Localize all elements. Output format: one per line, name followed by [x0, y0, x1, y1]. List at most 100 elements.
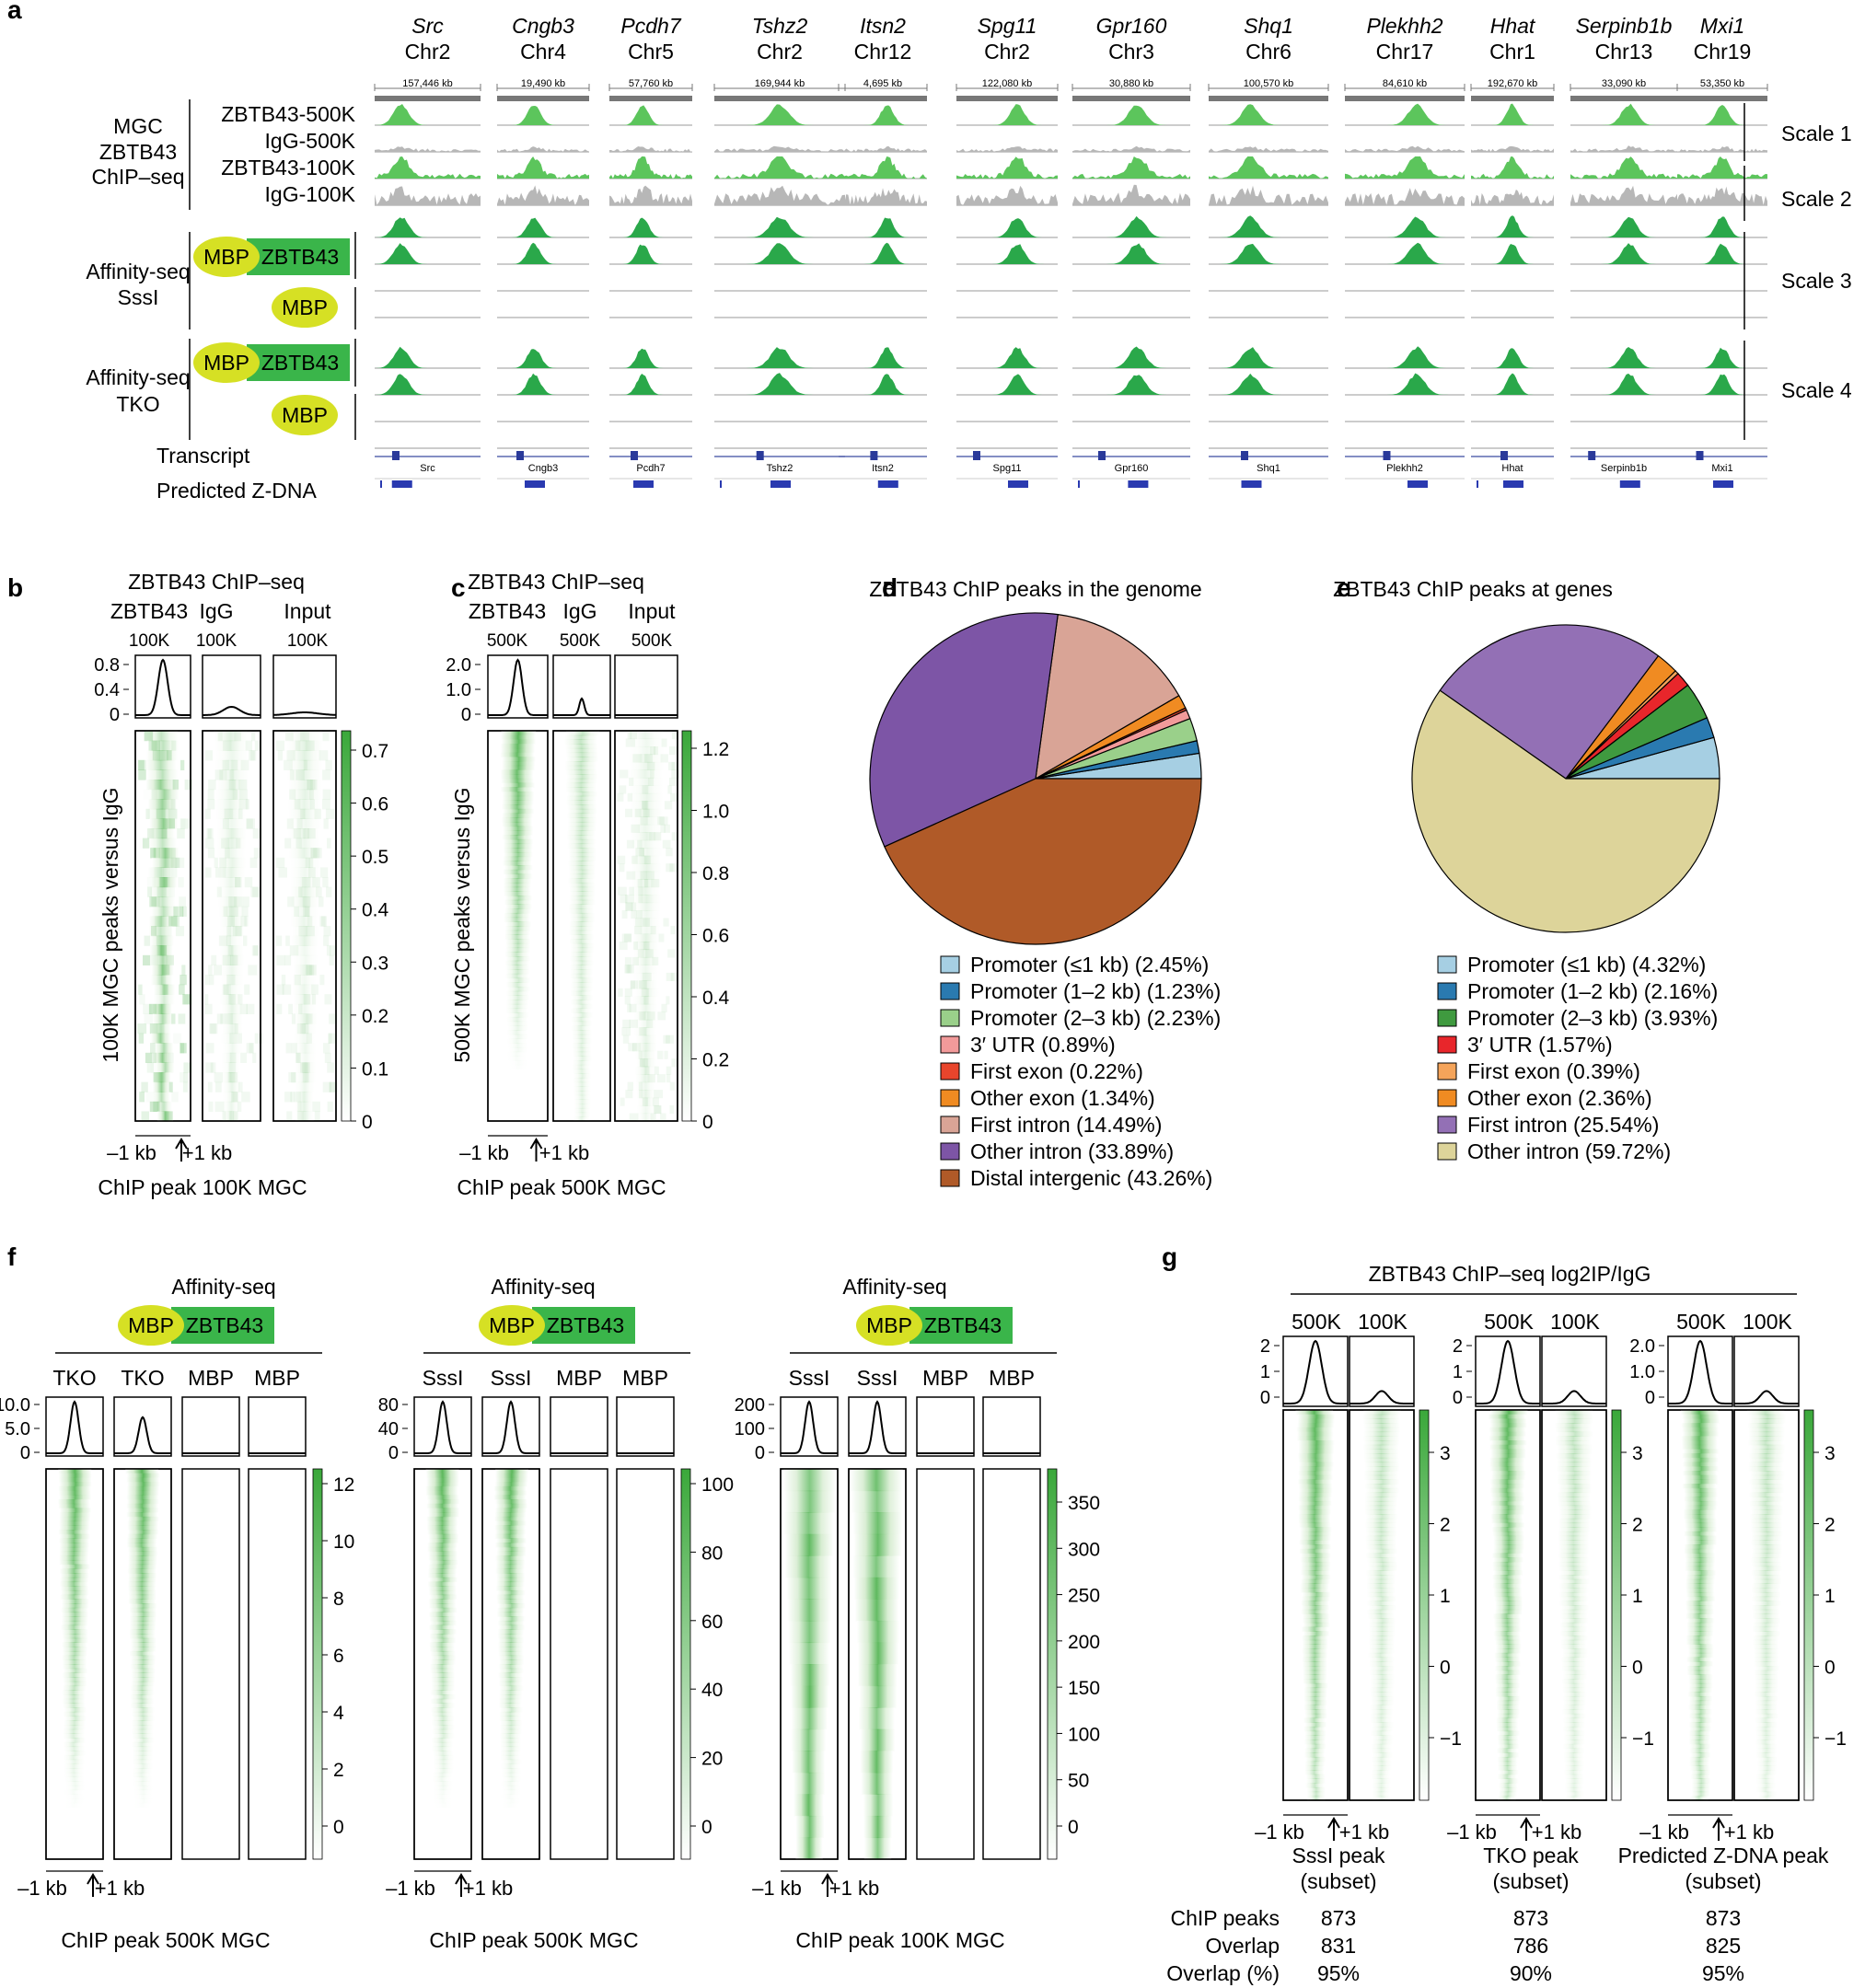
heatmap-noise	[300, 1062, 308, 1073]
heatmap-row	[1684, 1548, 1715, 1555]
heatmap-row	[496, 1546, 527, 1553]
heatmap-noise	[307, 828, 316, 839]
ideogram-bar	[1570, 96, 1677, 101]
heatmap-noise	[226, 1013, 233, 1024]
heatmap-row	[59, 1538, 89, 1543]
heatmap-row	[496, 1581, 525, 1587]
heatmap-row	[127, 1520, 158, 1526]
heatmap-row	[1364, 1522, 1397, 1528]
heatmap-noise	[178, 1013, 186, 1024]
heatmap-row	[568, 861, 596, 866]
heatmap-row	[132, 1716, 155, 1721]
heatmap-row	[1682, 1462, 1718, 1467]
heatmap-row	[1366, 1575, 1396, 1580]
heatmap-noise	[137, 759, 146, 770]
heatmap-row	[214, 740, 249, 751]
heatmap-row	[126, 1538, 157, 1543]
heatmap-noise	[286, 750, 295, 761]
heatmap-row	[432, 1716, 455, 1721]
heatmap-row	[1303, 1666, 1327, 1671]
signal-track	[839, 242, 927, 264]
heatmap-row	[498, 1650, 524, 1657]
heatmap-row	[567, 826, 597, 831]
heatmap-noise	[204, 975, 210, 986]
heatmap-noise	[236, 838, 241, 849]
heatmap-row	[632, 918, 660, 927]
heatmap-row	[1562, 1674, 1588, 1680]
transcript-label: Hhat	[1501, 463, 1523, 474]
heatmap-row	[1306, 1791, 1326, 1797]
heatmap-noise	[305, 740, 315, 751]
heatmap-row	[632, 956, 659, 965]
heatmap-row	[1751, 1535, 1783, 1541]
heatmap-row	[1563, 1756, 1584, 1763]
heatmap-row	[1689, 1748, 1710, 1753]
heatmap-row	[1497, 1709, 1520, 1715]
heatmap-row	[572, 1064, 591, 1070]
profile-c-input-frame	[614, 654, 678, 719]
heatmap-noise	[244, 916, 249, 927]
panel-f-colorbar-tick-label: 8	[333, 1589, 344, 1610]
heatmap-row	[1369, 1661, 1395, 1667]
heatmap-row	[1749, 1457, 1785, 1463]
heatmap-noise	[222, 984, 231, 995]
heatmap-row	[1754, 1670, 1778, 1675]
panel-f-heatmap-frame	[616, 1468, 675, 1860]
heatmap-noise	[625, 738, 631, 747]
heatmap-row	[495, 1520, 527, 1526]
heatmap-noise	[656, 1074, 666, 1083]
heatmap-row	[1561, 1666, 1586, 1671]
heatmap-row	[1685, 1566, 1715, 1571]
heatmap-row	[1564, 1765, 1584, 1771]
heatmap-noise	[653, 1105, 662, 1115]
heatmap-row	[60, 1508, 92, 1513]
heatmap-row	[288, 808, 321, 819]
heatmap-row	[1686, 1609, 1714, 1614]
heatmap-row	[508, 1046, 529, 1053]
heatmap-noise	[148, 740, 157, 751]
signal-track	[1345, 103, 1465, 125]
heatmap-row	[1304, 1770, 1325, 1775]
heatmap-row	[151, 1033, 170, 1044]
panel-g-profile-500k-curve	[1668, 1339, 1732, 1404]
heatmap-row	[1370, 1682, 1395, 1689]
heatmap-row	[1370, 1687, 1394, 1693]
heatmap-row	[1302, 1652, 1328, 1659]
heatmap-row	[494, 1525, 526, 1531]
heatmap-row	[1369, 1657, 1395, 1662]
heatmap-noise	[151, 740, 160, 751]
pie-e-legend-label: Promoter (1–2 kb) (2.16%)	[1467, 979, 1718, 1003]
heatmap-noise	[329, 954, 334, 965]
heatmap-row	[61, 1607, 88, 1613]
heatmap-row	[295, 1043, 317, 1054]
heatmap-row	[505, 956, 530, 962]
heatmap-noise	[312, 877, 320, 888]
signal-track	[1471, 145, 1554, 152]
heatmap-noise	[183, 1062, 192, 1073]
heatmap-row	[295, 1081, 315, 1092]
heatmap-row	[1303, 1674, 1327, 1680]
zdna-block	[1078, 480, 1080, 488]
heatmap-row	[64, 1768, 84, 1774]
panel-g-colorbar-tick-label: 1	[1440, 1586, 1451, 1607]
heatmap-row	[504, 934, 530, 940]
heatmap-row	[500, 1707, 523, 1713]
heatmap-noise	[660, 1113, 666, 1122]
heatmap-noise	[617, 855, 626, 864]
group-label: Affinity-seq	[86, 260, 190, 283]
coordinate-label: 122,080 kb	[982, 78, 1032, 89]
heatmap-noise	[173, 906, 179, 917]
panel-f-construct-1-zbtb43-label: ZBTB43	[547, 1313, 624, 1337]
heatmap-row	[504, 926, 531, 931]
chromosome-label: Chr17	[1376, 40, 1434, 64]
heatmap-row	[1561, 1618, 1589, 1624]
heatmap-noise	[170, 867, 178, 878]
heatmap-row	[431, 1681, 456, 1687]
heatmap-row	[132, 1746, 154, 1751]
signal-track	[1345, 156, 1465, 179]
heatmap-row	[222, 1111, 239, 1122]
heatmap-row	[568, 873, 596, 879]
heatmap-row	[126, 1543, 157, 1548]
heatmap-row	[1306, 1778, 1326, 1784]
